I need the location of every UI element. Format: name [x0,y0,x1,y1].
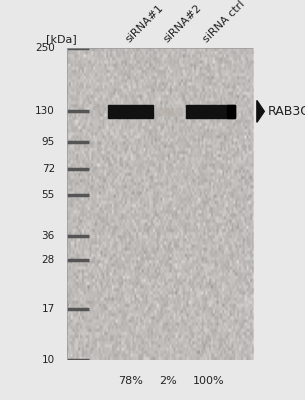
Text: 2%: 2% [160,376,178,386]
Bar [155,108,182,115]
Text: siRNA#2: siRNA#2 [161,2,203,44]
Text: 250: 250 [35,43,55,53]
Text: [kDa]: [kDa] [46,34,77,44]
Text: 17: 17 [42,304,55,314]
Text: 130: 130 [35,106,55,116]
Text: 10: 10 [42,355,55,365]
Text: siRNA ctrl: siRNA ctrl [201,0,247,44]
Bar [186,104,235,118]
Polygon shape [257,100,264,122]
Bar [227,104,235,118]
Bar [108,104,153,118]
Text: 95: 95 [42,137,55,147]
Text: RAB3GAP1: RAB3GAP1 [268,105,305,118]
Text: 78%: 78% [118,376,143,386]
Text: siRNA#1: siRNA#1 [123,2,165,44]
Text: 100%: 100% [193,376,224,386]
Text: 28: 28 [42,255,55,265]
Text: 72: 72 [42,164,55,174]
Text: 36: 36 [42,231,55,241]
Text: 55: 55 [42,190,55,200]
